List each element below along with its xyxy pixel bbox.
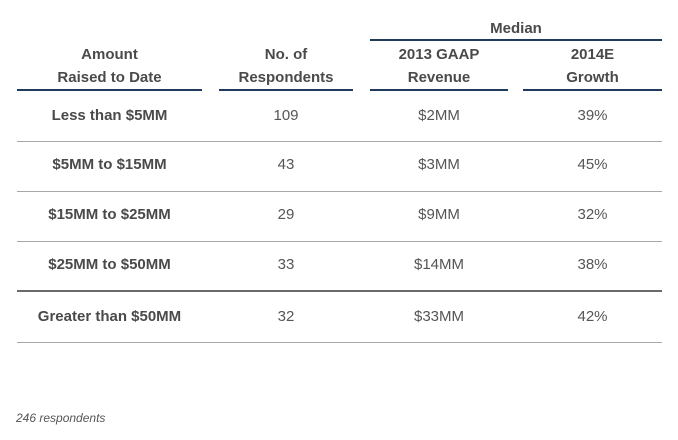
median-group-header: Median [490, 20, 542, 37]
row-growth: 45% [577, 156, 608, 173]
row-amount: $15MM to $25MM [48, 206, 171, 223]
column-header-amount: Amount Raised to Date [17, 43, 202, 89]
row-revenue: $2MM [418, 107, 460, 124]
column-header-growth-line2: Growth [566, 69, 619, 86]
column-header-revenue-line2: Revenue [407, 69, 471, 86]
footnote: 246 respondents [16, 411, 106, 425]
row-divider [17, 141, 662, 142]
column-header-growth: 2014E Growth [523, 43, 662, 89]
row-growth: 39% [577, 107, 608, 124]
column-header-respondents: No. of Respondents [219, 43, 353, 89]
row-growth: 38% [577, 256, 608, 273]
row-respondents: 33 [277, 256, 295, 273]
column-header-amount-line1: Amount [81, 46, 138, 63]
row-divider [17, 290, 662, 292]
row-respondents: 109 [273, 107, 299, 124]
column-header-revenue: 2013 GAAP Revenue [370, 43, 508, 89]
row-growth: 42% [577, 308, 608, 325]
row-respondents: 43 [277, 156, 295, 173]
header-rule-respondents [219, 89, 353, 91]
column-header-respondents-line2: Respondents [238, 69, 334, 86]
row-revenue: $33MM [413, 308, 465, 325]
column-header-growth-line1: 2014E [570, 46, 615, 63]
median-group-rule [370, 39, 662, 41]
row-revenue: $9MM [418, 206, 460, 223]
header-rule-amount [17, 89, 202, 91]
column-header-revenue-line1: 2013 GAAP [398, 46, 480, 63]
row-respondents: 32 [277, 308, 295, 325]
column-header-amount-line2: Raised to Date [57, 69, 162, 86]
header-rule-growth [523, 89, 662, 91]
row-respondents: 29 [277, 206, 295, 223]
row-amount: $25MM to $50MM [48, 256, 171, 273]
row-amount: Less than $5MM [51, 107, 168, 124]
row-amount: $5MM to $15MM [52, 156, 167, 173]
column-header-respondents-line1: No. of [264, 46, 308, 63]
row-divider [17, 241, 662, 242]
row-revenue: $14MM [413, 256, 465, 273]
row-revenue: $3MM [418, 156, 460, 173]
row-growth: 32% [577, 206, 608, 223]
row-divider [17, 191, 662, 192]
row-amount: Greater than $50MM [37, 308, 182, 325]
header-rule-revenue [370, 89, 508, 91]
row-divider [17, 342, 662, 343]
